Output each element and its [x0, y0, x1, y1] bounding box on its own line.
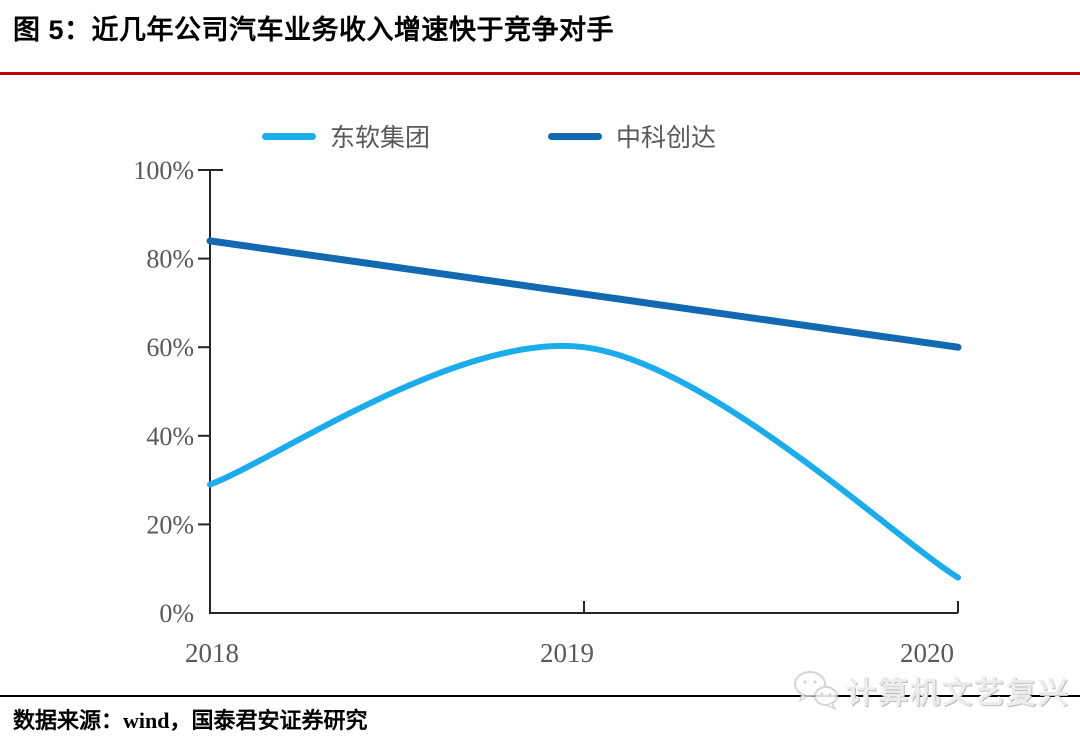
watermark: 计算机文艺复兴: [792, 668, 1070, 712]
page-title: 图 5：近几年公司汽车业务收入增速快于竞争对手: [13, 15, 615, 45]
y-tick-label: 60%: [146, 333, 194, 362]
x-tick-label: 2019: [540, 638, 594, 668]
y-tick-label: 40%: [146, 422, 194, 451]
axis-lines: [209, 170, 958, 614]
x-tick-label: 2018: [185, 638, 239, 668]
series-line-1: [206, 237, 962, 351]
footer-rule: [0, 695, 1080, 697]
x-tick-label: 2020: [900, 638, 954, 668]
legend-item-zhongke: 中科创达: [548, 118, 716, 154]
legend-item-dongruan: 东软集团: [262, 118, 430, 154]
y-tick-label: 100%: [133, 156, 194, 185]
wechat-icon: [794, 671, 838, 711]
source-note: 数据来源：wind，国泰君安证券研究: [13, 708, 368, 733]
y-tick-label: 20%: [146, 510, 194, 539]
legend-swatch-dongruan: [262, 132, 316, 140]
series-line-0: [207, 342, 961, 581]
legend-label-zhongke: 中科创达: [616, 125, 717, 152]
y-tick-label: 80%: [146, 245, 194, 274]
y-tick-label: 0%: [159, 599, 194, 628]
title-rule: [0, 72, 1080, 75]
legend-swatch-zhongke: [548, 132, 602, 140]
watermark-label: 计算机文艺复兴: [846, 677, 1070, 710]
legend-label-dongruan: 东软集团: [330, 125, 431, 152]
